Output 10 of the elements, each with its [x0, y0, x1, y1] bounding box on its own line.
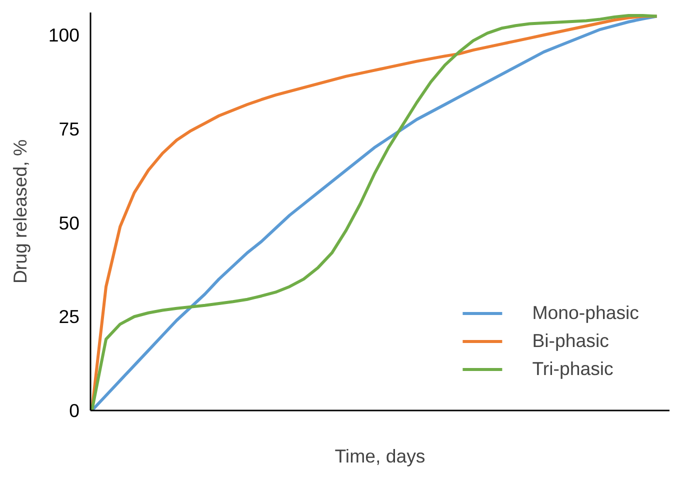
x-axis-title: Time, days [334, 446, 426, 466]
legend-label: Mono-phasic [532, 302, 639, 324]
y-tick-label: 100 [48, 24, 80, 46]
legend-label: Bi-phasic [532, 330, 609, 352]
legend-label: Tri-phasic [532, 358, 614, 380]
y-tick-label: 25 [58, 306, 80, 328]
y-tick-label: 50 [58, 212, 80, 234]
y-axis-title: Drug released, % [9, 139, 30, 284]
y-tick-label: 75 [58, 118, 80, 140]
y-tick-label: 0 [69, 400, 80, 421]
